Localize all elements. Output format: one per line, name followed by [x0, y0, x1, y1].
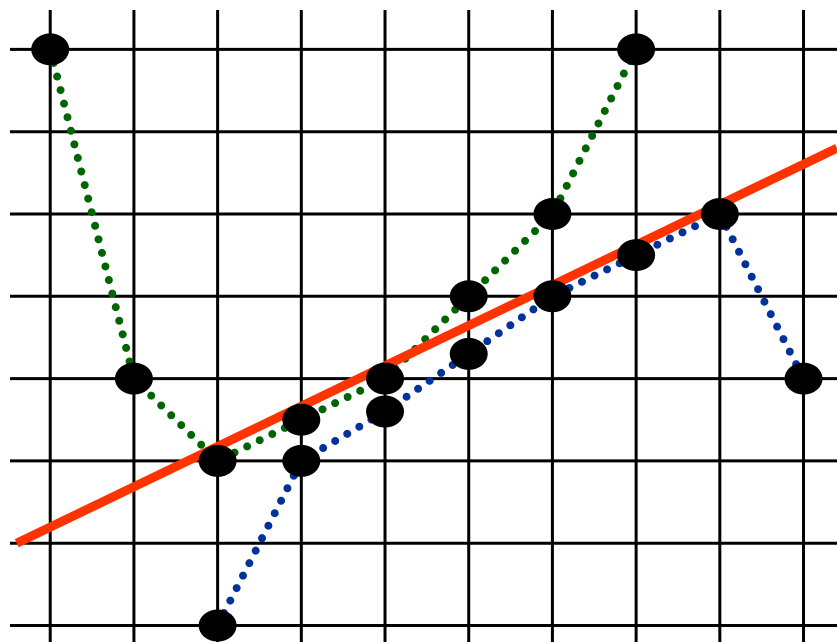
- data-point-s0-6: [533, 198, 572, 230]
- data-point-s1-3: [449, 337, 488, 370]
- data-point-s1-4: [533, 280, 572, 313]
- data-point-s0-5: [449, 280, 488, 313]
- data-point-s0-7: [617, 33, 656, 66]
- data-point-s1-2: [366, 395, 405, 428]
- data-point-s1-0: [198, 609, 237, 642]
- data-point-s0-2: [198, 444, 237, 477]
- data-point-s0-1: [114, 362, 153, 395]
- data-points: [31, 33, 823, 642]
- series-line-0: [46, 45, 641, 466]
- data-point-s1-7: [784, 362, 823, 395]
- data-point-s0-0: [31, 33, 70, 66]
- series-line-2: [14, 144, 837, 548]
- series-lines: [14, 45, 837, 630]
- grid: [10, 10, 837, 642]
- data-point-s0-4: [366, 362, 405, 395]
- data-point-s1-1: [282, 444, 321, 477]
- data-point-s1-5: [617, 239, 656, 272]
- data-point-s0-3: [282, 403, 321, 436]
- data-point-s1-6: [700, 198, 739, 230]
